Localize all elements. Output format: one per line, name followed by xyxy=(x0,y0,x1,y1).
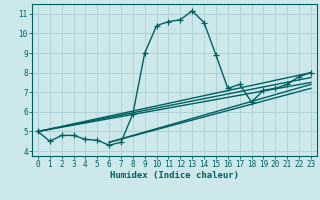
X-axis label: Humidex (Indice chaleur): Humidex (Indice chaleur) xyxy=(110,171,239,180)
